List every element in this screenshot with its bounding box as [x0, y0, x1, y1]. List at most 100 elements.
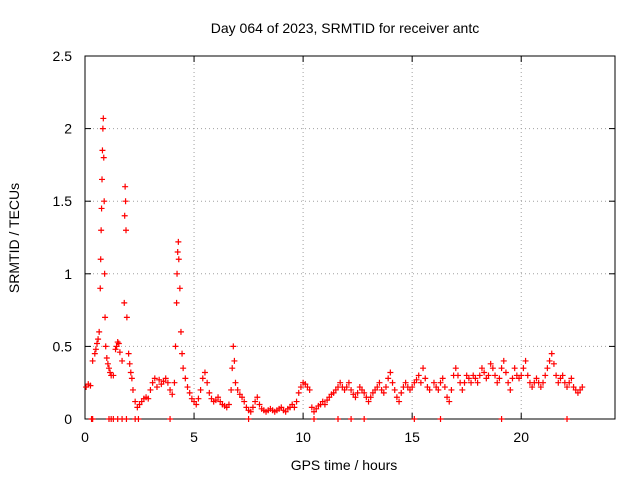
data-point: [119, 357, 126, 364]
data-point: [544, 365, 551, 372]
data-point: [249, 404, 256, 411]
data-point: [348, 386, 355, 393]
y-tick-label: 0: [64, 411, 72, 427]
data-point: [297, 384, 304, 391]
x-tick-label: 5: [190, 429, 198, 445]
data-point: [365, 398, 372, 405]
data-point: [335, 416, 342, 422]
data-point: [201, 369, 208, 376]
data-point: [492, 372, 499, 379]
data-point: [186, 389, 193, 396]
data-point: [579, 384, 586, 391]
data-point: [306, 386, 313, 393]
data-point: [121, 299, 128, 306]
data-point: [437, 379, 444, 386]
y-axis-title: SRMTID / TECUs: [6, 183, 22, 293]
data-point: [93, 340, 100, 347]
x-tick-label: 10: [295, 429, 311, 445]
y-tick-label: 2: [64, 121, 72, 137]
data-point: [195, 395, 202, 402]
data-point: [498, 416, 505, 422]
data-point: [380, 389, 387, 396]
data-point: [101, 270, 108, 277]
data-point: [99, 176, 106, 183]
data-point: [478, 365, 485, 372]
data-point: [548, 350, 555, 357]
data-point: [204, 379, 211, 386]
data-point: [361, 389, 368, 396]
data-point: [446, 398, 453, 405]
data-point: [230, 343, 237, 350]
data-point: [546, 357, 553, 364]
data-point: [172, 343, 179, 350]
data-point: [156, 376, 163, 383]
data-point: [337, 379, 344, 386]
data-point: [291, 404, 298, 411]
data-point: [92, 346, 99, 353]
data-point: [127, 369, 134, 376]
data-point: [417, 379, 424, 386]
data-point: [176, 285, 183, 292]
x-tick-label: 20: [513, 429, 529, 445]
data-point: [174, 249, 181, 256]
data-point: [472, 375, 479, 382]
data-point: [385, 375, 392, 382]
data-point: [102, 343, 109, 350]
data-point: [500, 357, 507, 364]
data-point: [229, 365, 236, 372]
data-point: [435, 386, 442, 393]
y-tick-label: 1: [64, 266, 72, 282]
data-point: [247, 408, 254, 415]
data-point: [123, 416, 130, 422]
data-point: [151, 375, 158, 382]
data-point: [125, 350, 132, 357]
data-point: [402, 379, 409, 386]
data-point: [103, 355, 110, 362]
data-point: [128, 375, 135, 382]
data-point: [179, 350, 186, 357]
data-point: [444, 394, 451, 401]
data-point: [239, 394, 246, 401]
data-point: [415, 372, 422, 379]
data-point: [164, 379, 171, 386]
data-point: [439, 375, 446, 382]
data-point: [509, 375, 516, 382]
data-point: [97, 256, 104, 263]
data-point: [533, 375, 540, 382]
data-point: [231, 357, 238, 364]
data-point: [167, 416, 174, 422]
data-point: [167, 386, 174, 393]
data-point: [228, 386, 235, 393]
data-point: [420, 365, 427, 372]
data-point: [311, 416, 318, 422]
data-point: [87, 382, 94, 389]
data-point: [126, 360, 133, 367]
data-marks: [83, 115, 586, 422]
data-point: [184, 384, 191, 391]
data-point: [147, 386, 154, 393]
data-point: [367, 394, 374, 401]
data-point: [524, 372, 531, 379]
data-point: [175, 256, 182, 263]
data-point: [149, 379, 156, 386]
data-point: [234, 386, 241, 393]
data-point: [498, 365, 505, 372]
x-tick-label: 0: [81, 429, 89, 445]
data-point: [564, 384, 571, 391]
data-point: [175, 238, 182, 245]
data-point: [396, 398, 403, 405]
data-point: [182, 375, 189, 382]
data-point: [452, 365, 459, 372]
data-point: [461, 379, 468, 386]
data-point: [122, 198, 129, 205]
data-point: [215, 394, 222, 401]
x-tick-label: 15: [404, 429, 420, 445]
data-point: [468, 379, 475, 386]
data-point: [135, 416, 142, 422]
data-point: [409, 384, 416, 391]
data-point: [116, 349, 123, 356]
data-point: [568, 375, 575, 382]
data-point: [474, 379, 481, 386]
data-point: [511, 365, 518, 372]
data-point: [173, 299, 180, 306]
